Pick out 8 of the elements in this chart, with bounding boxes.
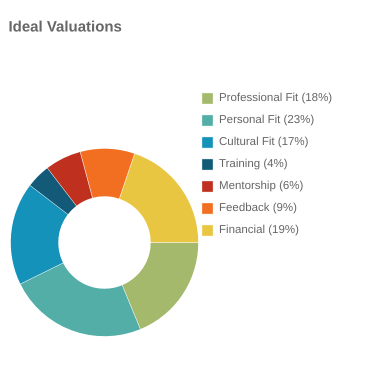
legend-label: Financial (19%)	[219, 223, 299, 237]
legend-label: Mentorship (6%)	[219, 179, 304, 193]
chart-title: Ideal Valuations	[8, 18, 122, 36]
legend-label: Professional Fit (18%)	[219, 91, 332, 105]
legend-label: Personal Fit (23%)	[219, 113, 314, 127]
legend-label: Cultural Fit (17%)	[219, 135, 308, 149]
legend-label: Feedback (9%)	[219, 201, 297, 215]
legend-label: Training (4%)	[219, 157, 288, 171]
